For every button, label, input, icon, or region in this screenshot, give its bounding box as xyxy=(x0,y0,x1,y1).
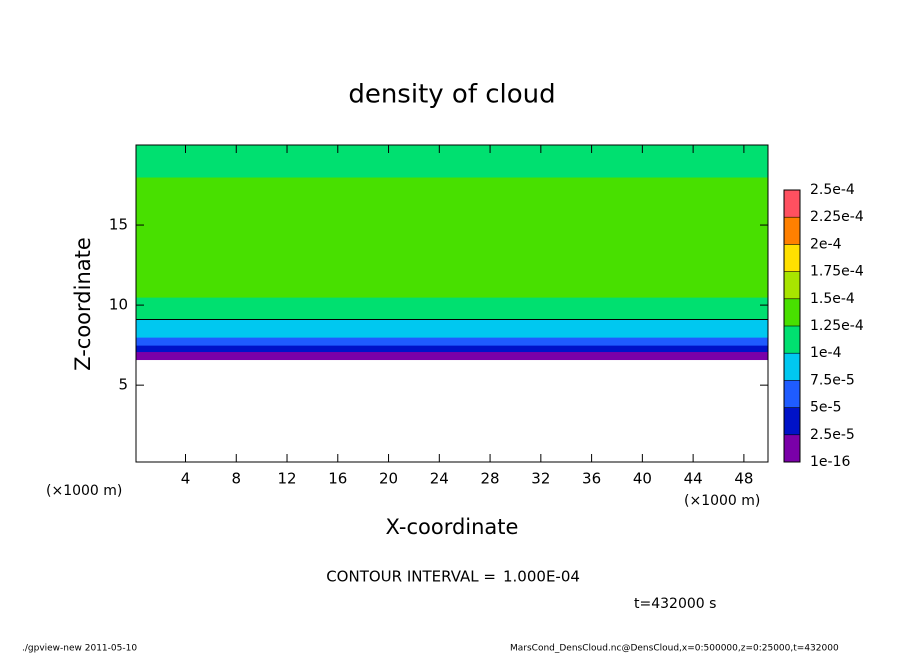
colorbar-label: 2.25e-4 xyxy=(810,209,864,225)
colorbar-label: 1e-4 xyxy=(810,345,842,361)
heat-cell xyxy=(136,273,768,298)
chart-title: density of cloud xyxy=(348,80,555,110)
colorbar-swatch xyxy=(784,244,800,272)
y-tick-label: 15 xyxy=(109,216,128,234)
colorbar-label: 1e-16 xyxy=(810,454,850,470)
heat-cell xyxy=(136,329,768,338)
time-label: t=432000 s xyxy=(634,596,716,612)
colorbar-swatch xyxy=(784,407,800,435)
x-tick-label: 20 xyxy=(379,470,398,488)
heat-cell xyxy=(136,177,768,218)
x-tick-label: 32 xyxy=(531,470,550,488)
colorbar-swatch xyxy=(784,380,800,408)
footer-right: MarsCond_DensCloud.nc@DensCloud,x=0:5000… xyxy=(510,644,839,654)
heat-cell xyxy=(136,297,768,321)
colorbar-swatch xyxy=(784,190,800,218)
x-unit-label: (×1000 m) xyxy=(46,483,122,499)
colorbar-label: 1.75e-4 xyxy=(810,264,864,280)
footer-left: ./gpview-new 2011-05-10 xyxy=(22,644,137,654)
colorbar-label: 1.25e-4 xyxy=(810,318,864,334)
x-tick-label: 44 xyxy=(684,470,703,488)
x-tick-label: 4 xyxy=(181,470,191,488)
x-tick-label: 16 xyxy=(328,470,347,488)
colorbar-label: 1.5e-4 xyxy=(810,291,855,307)
x-tick-label: 36 xyxy=(582,470,601,488)
x-axis-label: X-coordinate xyxy=(386,515,519,539)
x-tick-label: 48 xyxy=(734,470,753,488)
colorbar-label: 2.5e-5 xyxy=(810,427,855,443)
y-axis-label: Z-coordinate xyxy=(71,237,95,371)
plot-frame xyxy=(135,144,769,463)
y-tick-label: 10 xyxy=(109,296,128,314)
colorbar-swatch xyxy=(784,217,800,245)
x-tick-label: 28 xyxy=(481,470,500,488)
x-tick-label: 8 xyxy=(231,470,241,488)
x-tick-label: 24 xyxy=(430,470,449,488)
heat-cell xyxy=(136,345,768,353)
heat-cell xyxy=(136,217,768,274)
heat-cell xyxy=(136,337,768,346)
colorbar-label: 2e-4 xyxy=(810,236,842,252)
colorbar-label: 5e-5 xyxy=(810,400,841,416)
colorbar-swatch xyxy=(784,298,800,326)
contour-label: CONTOUR INTERVAL = xyxy=(326,568,496,586)
colorbar-label: 7.5e-5 xyxy=(810,372,855,388)
y-tick-label: 5 xyxy=(118,376,128,394)
x-tick-label: 40 xyxy=(633,470,652,488)
heat-cell xyxy=(136,319,768,330)
colorbar-label: 2.5e-4 xyxy=(810,182,855,198)
x-tick-label: 12 xyxy=(277,470,296,488)
colorbar-swatch xyxy=(784,271,800,299)
colorbar-swatch xyxy=(784,353,800,381)
x-unit-label: (×1000 m) xyxy=(684,493,760,509)
colorbar-swatch xyxy=(784,434,800,462)
contour-interval: 1.000E-04 xyxy=(503,568,580,586)
colorbar-swatch xyxy=(784,326,800,354)
heat-cell xyxy=(136,145,768,178)
heat-cell xyxy=(136,351,768,361)
